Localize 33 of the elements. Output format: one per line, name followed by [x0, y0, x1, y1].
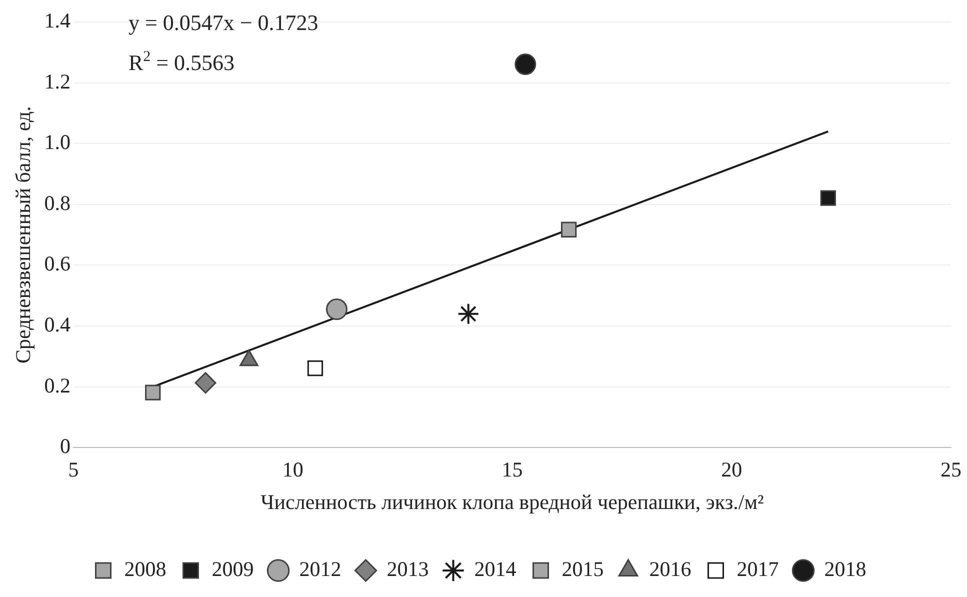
point [457, 302, 480, 325]
point [561, 222, 577, 238]
x-tick-label: 5 [68, 458, 79, 482]
legend-label: 2012 [299, 557, 342, 582]
point [820, 190, 836, 206]
x-tick-label: 15 [502, 458, 523, 482]
x-tick-label: 25 [940, 458, 962, 482]
y-axis-title: Средневзвешенный балл, ед. [11, 106, 36, 364]
point [514, 54, 536, 76]
legend-label: 2015 [562, 557, 604, 582]
y-tick-label: 0.6 [44, 252, 70, 276]
y-tick-label: 0 [60, 434, 70, 458]
legend-label: 2014 [474, 557, 517, 582]
annotation: y = 0.0547x − 0.1723 [128, 10, 318, 35]
legend-label: 2016 [649, 557, 692, 582]
point [145, 384, 161, 400]
x-tick-label: 20 [721, 458, 742, 482]
legend-label: 2017 [736, 557, 779, 582]
y-tick-label: 0.4 [44, 312, 71, 337]
x-tick-label: 10 [282, 458, 304, 482]
legend-label: 2009 [212, 557, 254, 582]
y-tick-label: 0.8 [44, 190, 70, 215]
point [326, 298, 348, 320]
y-tick-label: 1.0 [44, 130, 70, 154]
legend-label: 2013 [386, 557, 429, 582]
y-tick-label: 1.2 [44, 69, 70, 94]
x-axis-title: Численность личинок клопа вредной черепашки, экз./м² [260, 490, 764, 514]
y-tick-label: 1.4 [44, 8, 71, 33]
legend-label: 2018 [824, 557, 866, 582]
legend-label: 2008 [124, 557, 166, 582]
point [307, 360, 324, 376]
y-tick-label: 0.2 [44, 373, 70, 398]
point [194, 372, 216, 394]
